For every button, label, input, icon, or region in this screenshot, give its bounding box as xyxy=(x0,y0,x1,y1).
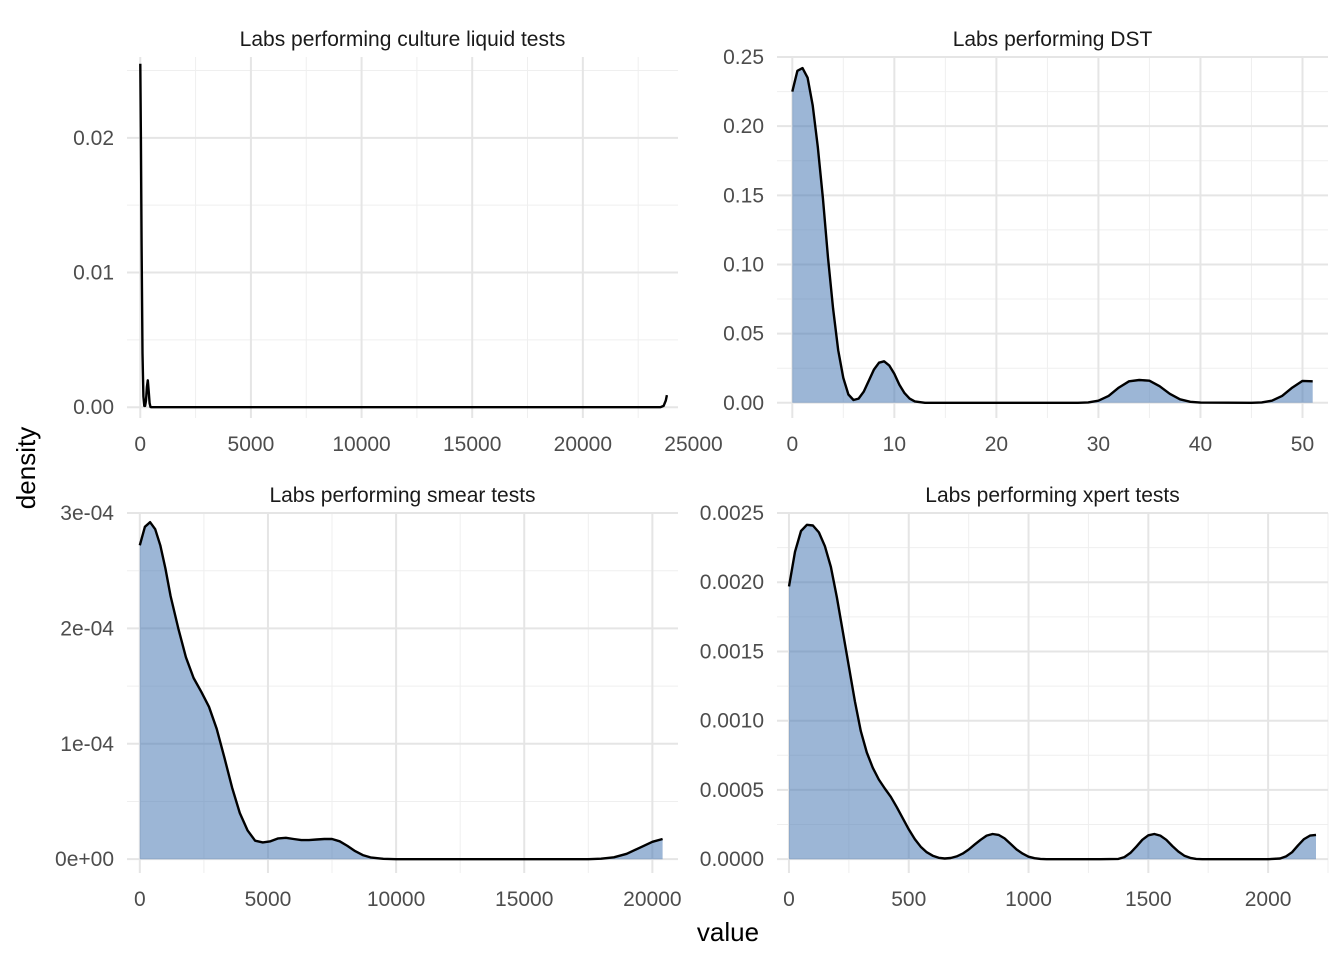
x-tick-label: 10000 xyxy=(332,433,390,456)
y-tick-label: 0.01 xyxy=(73,262,114,285)
density-line xyxy=(787,523,1317,861)
x-axis-title: value xyxy=(697,917,759,947)
y-tick-label: 0.15 xyxy=(723,184,764,207)
density-area xyxy=(789,524,1316,860)
density-line xyxy=(791,66,1313,404)
x-tick-label: 1000 xyxy=(1005,888,1052,911)
y-tick-label: 0.0010 xyxy=(700,710,764,733)
x-tick-label: 30 xyxy=(1087,433,1110,456)
x-tick-label: 25000 xyxy=(664,433,722,456)
y-tick-label: 0.0015 xyxy=(700,640,764,663)
y-tick-label: 0.00 xyxy=(73,396,114,419)
x-tick-label: 10000 xyxy=(367,888,425,911)
facet-panel-2: Labs performing DST 0 10 20 30 40 50 0.00 0.05 0.… xyxy=(723,28,1328,456)
y-tick-label: 0.0000 xyxy=(700,848,764,871)
x-tick-label: 2000 xyxy=(1245,888,1292,911)
x-tick-label: 1500 xyxy=(1125,888,1172,911)
y-tick-label: 3e-04 xyxy=(60,502,114,525)
y-tick-label: 0.0005 xyxy=(700,779,764,802)
x-tick-label: 15000 xyxy=(495,888,553,911)
y-tick-label: 0.25 xyxy=(723,46,764,69)
y-tick-label: 0.10 xyxy=(723,253,764,276)
x-tick-label: 20000 xyxy=(623,888,681,911)
facet-panel-4: Labs performing xpert tests 0 500 1000 1500 2… xyxy=(700,484,1329,911)
y-tick-label: 0.02 xyxy=(73,127,114,150)
y-tick-label: 0.05 xyxy=(723,323,764,346)
x-tick-label: 40 xyxy=(1189,433,1212,456)
y-tick-label: 2e-04 xyxy=(60,617,114,640)
x-tick-label: 10 xyxy=(883,433,906,456)
x-tick-label: 5000 xyxy=(245,888,292,911)
x-tick-label: 50 xyxy=(1291,433,1314,456)
density-area xyxy=(792,68,1313,403)
density-line xyxy=(138,521,663,861)
facet-title: Labs performing xpert tests xyxy=(925,484,1179,507)
x-tick-label: 20 xyxy=(985,433,1008,456)
x-tick-label: 0 xyxy=(134,433,146,456)
y-tick-label: 1e-04 xyxy=(60,733,114,756)
y-tick-label: 0e+00 xyxy=(55,848,114,871)
y-tick-label: 0.0025 xyxy=(700,502,764,525)
density-area xyxy=(139,522,663,860)
x-tick-label: 15000 xyxy=(443,433,501,456)
y-tick-label: 0.20 xyxy=(723,115,764,138)
facet-title: Labs performing DST xyxy=(953,28,1153,51)
facet-panel-3: Labs performing smear tests 0 5000 10000 150… xyxy=(55,484,682,911)
y-axis-title: density xyxy=(11,427,41,509)
density-line xyxy=(139,63,669,409)
facet-title: Labs performing smear tests xyxy=(269,484,535,507)
y-tick-label: 0.0020 xyxy=(700,571,764,594)
x-tick-label: 0 xyxy=(786,433,798,456)
x-tick-label: 0 xyxy=(783,888,795,911)
x-tick-label: 500 xyxy=(891,888,926,911)
facet-title: Labs performing culture liquid tests xyxy=(240,28,566,51)
x-tick-label: 20000 xyxy=(554,433,612,456)
x-tick-label: 5000 xyxy=(228,433,275,456)
y-tick-label: 0.00 xyxy=(723,392,764,415)
facet-panel-1: Labs performing culture liquid tests 0 500… xyxy=(73,28,723,456)
x-tick-label: 0 xyxy=(134,888,146,911)
